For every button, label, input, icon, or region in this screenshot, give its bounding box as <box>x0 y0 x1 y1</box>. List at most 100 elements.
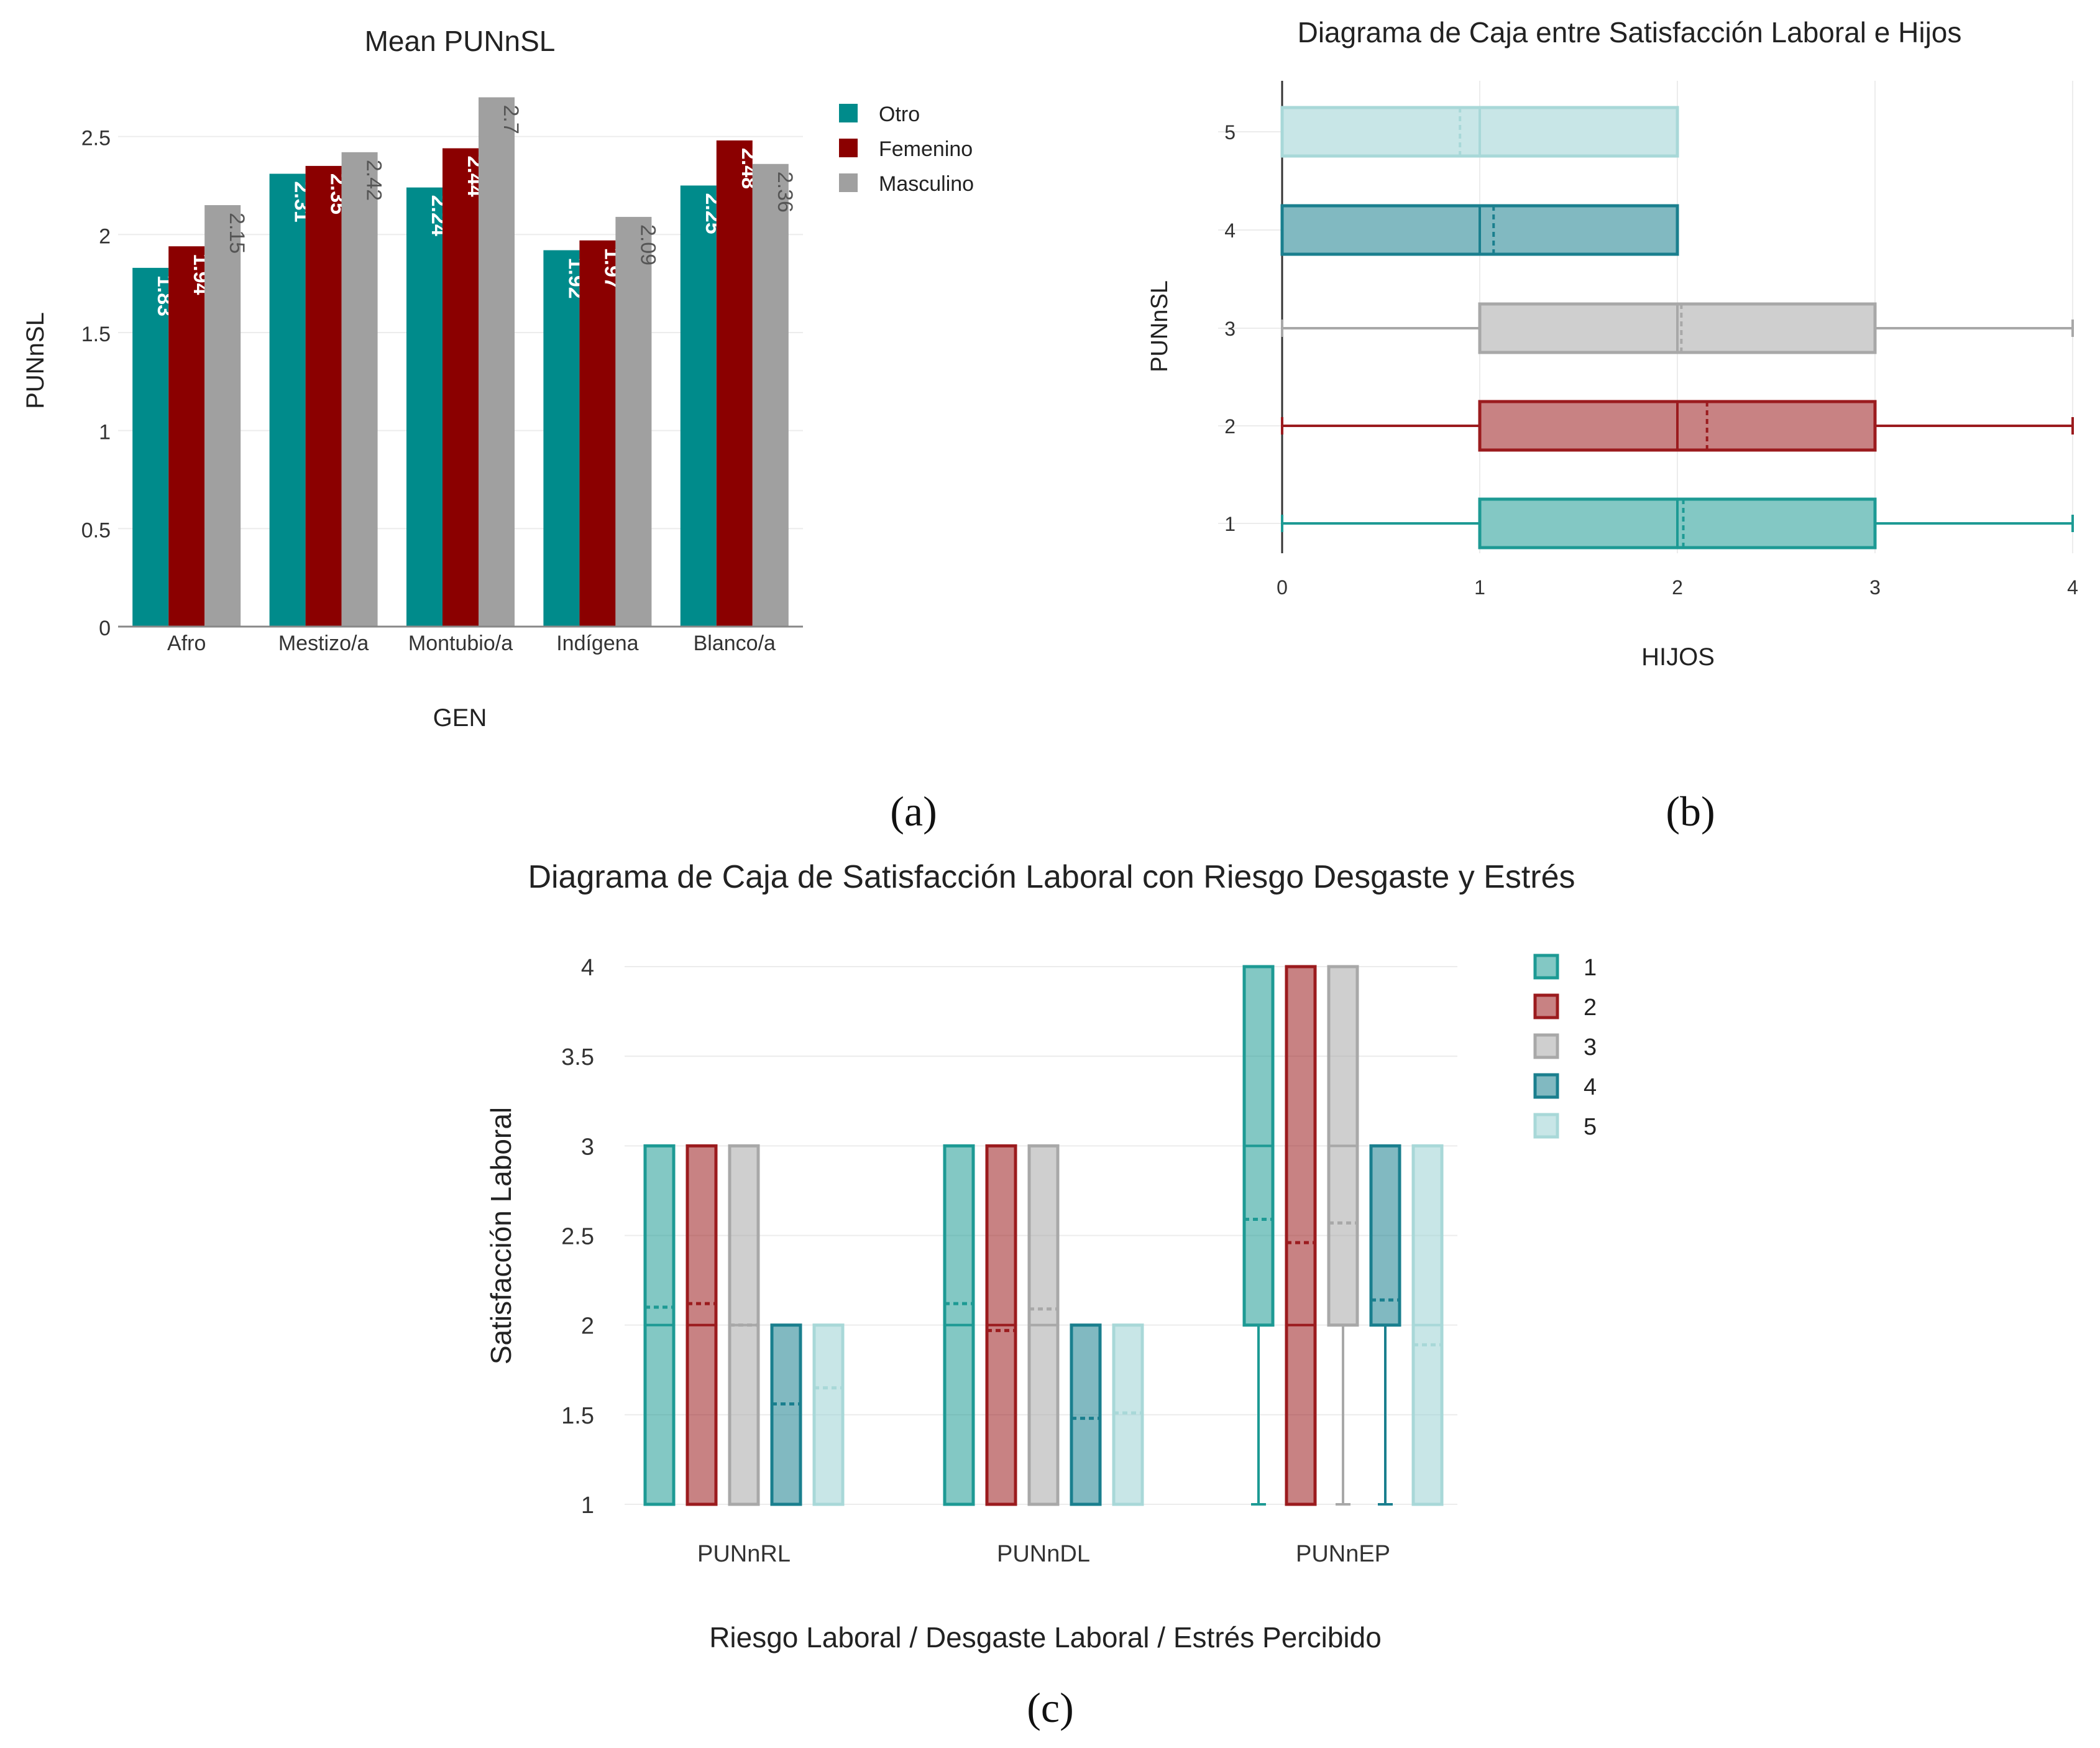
chart-b-x-tick-label: 4 <box>2067 576 2078 599</box>
chart-a-y-label: PUNnSL <box>22 312 49 409</box>
chart-c-legend-label: 2 <box>1584 995 1597 1021</box>
chart-c-box <box>1070 1323 1102 1506</box>
chart-c-box <box>770 1323 802 1506</box>
chart-c-legend-swatch <box>1533 954 1559 980</box>
chart-a-bar <box>716 140 753 627</box>
panel-b-horizontal-boxplot: Diagrama de Caja entre Satisfacción Labo… <box>1147 16 2078 671</box>
chart-c-x-tick-label: PUNnRL <box>697 1541 791 1567</box>
chart-b-y-tick-label: 5 <box>1224 121 1236 144</box>
chart-a-x-tick-label: Indígena <box>556 632 638 655</box>
chart-c-box <box>812 1323 845 1506</box>
chart-c-legend-label: 1 <box>1584 955 1597 981</box>
chart-b-x-ticks: 0 1 2 3 4 <box>1277 576 2078 599</box>
chart-a-bar <box>442 148 479 627</box>
chart-c-y-tick-label: 2.5 <box>561 1224 594 1250</box>
chart-b-title: Diagrama de Caja entre Satisfacción Labo… <box>1298 16 1962 48</box>
chart-a-bar <box>680 185 717 627</box>
chart-a-data-label: 2.36 <box>773 172 797 213</box>
chart-c-box <box>1285 965 1317 1506</box>
chart-c-legend: 1 2 3 4 5 <box>1533 954 1597 1140</box>
chart-c-legend-label: 4 <box>1584 1074 1597 1100</box>
chart-a-x-ticks: Afro Mestizo/a Montubio/a Indígena Blanco/a <box>167 632 776 655</box>
chart-a-x-tick-label: Afro <box>167 632 206 655</box>
chart-a-x-tick-label: Blanco/a <box>694 632 776 655</box>
chart-a-legend-swatch <box>839 173 858 192</box>
chart-a-legend-label: Masculino <box>879 172 974 196</box>
chart-c-legend-label: 3 <box>1584 1034 1597 1060</box>
panel-label-c: (c) <box>1027 1684 1073 1731</box>
chart-a-data-label: 2.7 <box>499 105 523 134</box>
chart-c-x-tick-label: PUNnEP <box>1296 1541 1390 1567</box>
chart-c-y-tick-label: 1.5 <box>561 1403 594 1429</box>
chart-a-bar <box>752 163 789 627</box>
chart-c-x-label: Riesgo Laboral / Desgaste Laboral / Estr… <box>709 1621 1382 1654</box>
chart-a-bar <box>341 152 378 627</box>
chart-a-y-tick-label: 0.5 <box>81 518 111 542</box>
chart-c-legend-swatch <box>1533 1033 1559 1059</box>
panel-label-a: (a) <box>890 788 937 835</box>
chart-c-y-tick-label: 3 <box>581 1134 594 1160</box>
chart-a-bar <box>479 97 515 627</box>
chart-b-y-tick-label: 2 <box>1224 415 1236 438</box>
chart-c-y-tick-label: 4 <box>581 955 594 981</box>
chart-a-x-label: GEN <box>433 704 487 732</box>
chart-a-y-tick-label: 1 <box>99 421 111 444</box>
chart-a-bars: 1.831.942.152.31 2.35 2.422.242.442.71.92 1… <box>132 97 797 627</box>
chart-a-data-label: 2.15 <box>225 213 249 254</box>
chart-b-y-tick-label: 3 <box>1224 318 1236 340</box>
chart-a-legend-swatch <box>839 104 858 122</box>
chart-a-bar <box>615 216 652 627</box>
chart-a-y-tick-label: 2 <box>99 224 111 248</box>
chart-a-bar <box>305 165 342 627</box>
chart-a-y-tick-label: 2.5 <box>81 127 111 150</box>
chart-c-y-tick-label: 2 <box>581 1313 594 1340</box>
chart-a-bar <box>269 173 306 627</box>
chart-a-y-tick-label: 0 <box>99 617 111 640</box>
chart-a-y-ticks: 0 0.5 1 1.5 2 2.5 <box>81 127 111 640</box>
chart-c-y-label: Satisfacción Laboral <box>485 1107 517 1364</box>
chart-b-x-tick-label: 1 <box>1474 576 1485 599</box>
chart-c-legend-swatch <box>1533 1113 1559 1139</box>
chart-b-x-tick-label: 2 <box>1672 576 1683 599</box>
chart-a-legend-label: Otro <box>879 103 920 126</box>
chart-a-bar <box>132 267 169 627</box>
chart-c-box <box>1112 1323 1144 1506</box>
chart-c-boxes <box>643 965 1444 1506</box>
chart-a-bar <box>204 205 241 627</box>
chart-a-legend-swatch <box>839 139 858 157</box>
chart-b-y-tick-label: 4 <box>1224 219 1236 242</box>
chart-a-bar <box>543 250 580 627</box>
chart-a-bar <box>579 240 616 627</box>
chart-a-data-label: 2.42 <box>362 160 386 201</box>
chart-c-legend-swatch <box>1533 993 1559 1019</box>
chart-a-data-label: 2.09 <box>636 224 659 265</box>
chart-c-y-tick-label: 3.5 <box>561 1044 594 1070</box>
chart-a-bar <box>406 187 442 627</box>
chart-a-legend: Otro Femenino Masculino <box>839 103 974 196</box>
chart-c-x-ticks: PUNnRL PUNnDL PUNnEP <box>697 1541 1390 1567</box>
chart-a-title: Mean PUNnSL <box>365 25 556 57</box>
chart-b-boxes <box>1280 106 2074 550</box>
panel-label-b: (b) <box>1666 788 1715 835</box>
chart-c-legend-label: 5 <box>1584 1114 1597 1140</box>
chart-b-x-tick-label: 3 <box>1869 576 1881 599</box>
chart-a-bar <box>168 246 205 627</box>
chart-b-y-ticks: 1 2 3 4 5 <box>1224 121 1236 535</box>
chart-a-x-tick-label: Montubio/a <box>408 632 513 655</box>
chart-c-title: Diagrama de Caja de Satisfacción Laboral… <box>528 859 1575 895</box>
chart-b-x-label: HIJOS <box>1641 643 1715 671</box>
panel-a-bar-chart: Mean PUNnSL 0 0.5 1 1.5 2 2.5 1.831.942.152.3… <box>22 25 974 732</box>
chart-c-legend-swatch <box>1533 1073 1559 1099</box>
chart-c-x-tick-label: PUNnDL <box>997 1541 1090 1567</box>
chart-c-y-ticks: 1 1.5 2 2.5 3 3.5 4 <box>561 955 594 1519</box>
panel-c-vertical-boxplot: Diagrama de Caja de Satisfacción Laboral… <box>485 859 1597 1654</box>
chart-b-y-label: PUNnSL <box>1147 280 1173 372</box>
chart-a-x-tick-label: Mestizo/a <box>278 632 369 655</box>
chart-c-y-tick-label: 1 <box>581 1493 594 1519</box>
chart-a-legend-label: Femenino <box>879 137 973 161</box>
chart-b-y-tick-label: 1 <box>1224 513 1236 535</box>
chart-a-y-tick-label: 1.5 <box>81 323 111 346</box>
chart-b-x-tick-label: 0 <box>1277 576 1288 599</box>
chart-c-box <box>1369 1144 1401 1327</box>
